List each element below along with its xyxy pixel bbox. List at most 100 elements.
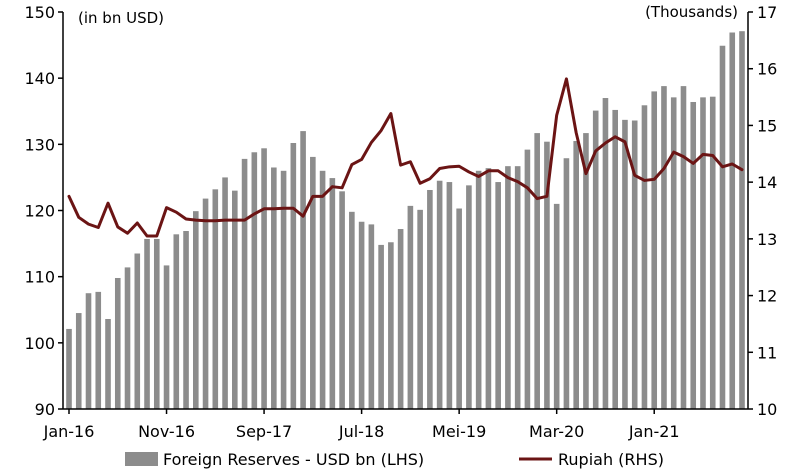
reserves-bar [349,211,355,409]
reserves-bar [261,148,267,410]
reserves-bar [690,101,697,410]
reserves-bar [173,234,180,409]
x-tick-label: Mar-20 [529,422,584,441]
left-tick-label: 100 [24,334,55,353]
reserves-bar [75,313,82,409]
reserves-bar [280,170,287,409]
left-tick-label: 130 [24,135,55,154]
legend: Foreign Reserves - USD bn (LHS) Rupiah (… [125,450,664,469]
reserves-bar [114,277,121,409]
x-tick-label: Jan-21 [628,422,680,441]
reserves-bar [446,182,453,409]
left-tick-label: 90 [35,400,55,419]
x-tick-label: Mei-19 [432,422,486,441]
reserves-bar [271,167,277,409]
reserves-bar [495,182,501,409]
rupiah-line-layer [67,77,744,238]
reserves-bar [661,86,667,410]
reserves-bar [563,158,570,409]
left-tick-label: 150 [24,3,55,22]
legend-label-reserves: Foreign Reserves - USD bn (LHS) [163,450,424,469]
reserves-bar [592,110,599,409]
reserves-bar [144,238,150,409]
reserves-bar [339,191,345,409]
right-tick-label: 10 [757,400,777,419]
reserves-bar [719,45,726,410]
x-tick-label: Sep-17 [236,422,292,441]
reserves-bar [573,141,579,409]
reserves-bar [524,149,531,409]
reserves-bars [66,31,745,410]
reserves-bar [95,291,102,409]
reserves-bar [105,319,111,409]
reserves-bar [417,209,423,409]
reserves-bar [163,265,170,409]
reserves-bar [505,166,511,409]
reserves-bar [319,170,326,409]
legend-label-rupiah: Rupiah (RHS) [558,450,664,469]
reserves-bar [739,31,745,409]
reserves-bar [466,185,472,409]
reserves-bar [310,156,316,409]
reserves-bar [232,190,238,409]
reserves-bar [300,131,306,409]
reserves-bar [124,267,131,409]
reserves-bar [368,224,375,409]
reserves-bar [241,158,248,409]
reserves-bar [397,229,404,409]
left-axis-unit-label: (in bn USD) [78,9,164,27]
reserves-bar [222,177,228,409]
right-tick-label: 17 [757,3,777,22]
reserves-bar [378,244,384,409]
right-tick-label: 13 [757,230,777,249]
reserves-bar [514,166,521,409]
right-tick-label: 11 [757,343,777,362]
reserves-bar [388,242,394,409]
reserves-bar [407,205,414,409]
right-tick-label: 12 [757,287,777,306]
reserves-bar [729,32,736,409]
reserves-bar [202,198,209,409]
reserves-bar [436,180,443,409]
left-tick-label: 140 [24,69,55,88]
x-axis-ticks: Jan-16 Nov-16 Sep-17 Jul-18 Mei-19 Mar-20 Jan-… [43,409,680,441]
reserves-bar [602,98,609,410]
reserves-bar [358,221,365,409]
reserves-bar [631,120,638,409]
reserves-bar [622,119,628,409]
right-tick-label: 14 [757,173,777,192]
reserves-bar [553,203,560,409]
reserves-bar [427,189,433,409]
left-tick-label: 120 [24,202,55,221]
reserves-bar [544,141,550,409]
reserves-bar [583,133,589,409]
right-axis-ticks: 10 11 12 13 14 15 16 17 [748,3,777,419]
right-tick-label: 16 [757,60,777,79]
reserves-bar [212,189,219,409]
reserves-bar [456,208,462,409]
reserves-bar [85,293,92,409]
reserves-bar [153,238,160,409]
reserves-bar [193,211,199,409]
reserves-bar [251,152,258,409]
reserves-bar [670,97,677,410]
reserves-bar [680,86,687,410]
x-tick-label: Jul-18 [338,422,384,441]
reserves-bar [66,328,72,409]
left-tick-label: 110 [24,268,55,287]
reserves-bar [612,109,618,410]
reserves-bar [534,133,540,409]
reserves-bar [641,105,648,409]
x-tick-label: Nov-16 [138,422,195,441]
reserves-bar [134,253,141,409]
reserves-bar [329,178,336,409]
reserves-bar [651,91,658,410]
left-axis-ticks: 90 100 110 120 130 140 150 [24,3,63,419]
right-axis-unit-label: (Thousands) [645,3,738,21]
legend-swatch-reserves [125,452,158,466]
x-tick-label: Jan-16 [43,422,95,441]
reserves-bar [485,168,492,409]
reserves-bar [709,96,716,409]
reserves-bar [290,143,297,409]
